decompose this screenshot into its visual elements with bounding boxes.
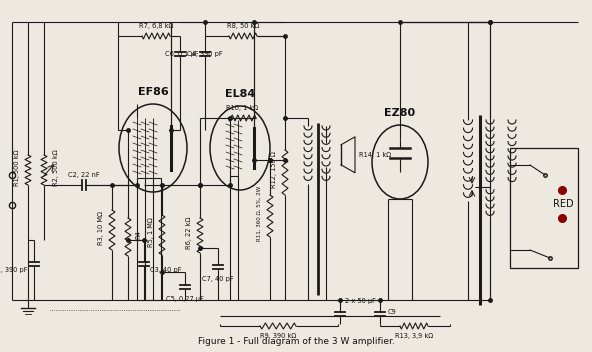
Text: C2, 22 nF: C2, 22 nF <box>68 172 100 178</box>
Text: C3, 40 pF: C3, 40 pF <box>150 267 182 273</box>
Text: R12, 150 Ω: R12, 150 Ω <box>271 152 277 188</box>
Text: EF86: EF86 <box>137 87 168 97</box>
Text: 2 x 50 μF: 2 x 50 μF <box>345 298 375 304</box>
Text: C5, 0,27 μF: C5, 0,27 μF <box>166 296 204 302</box>
Text: R3, 10 MΩ: R3, 10 MΩ <box>98 211 104 245</box>
Text: R7, 6,8 kΩ: R7, 6,8 kΩ <box>139 23 173 29</box>
Text: R5, 1 MΩ: R5, 1 MΩ <box>148 217 154 247</box>
Text: C4, 390 pF: C4, 390 pF <box>187 51 223 57</box>
Text: R11, 360 Ω, 5%, 2W: R11, 360 Ω, 5%, 2W <box>257 186 262 241</box>
Text: C1, 390 pF: C1, 390 pF <box>0 267 27 273</box>
Text: C6, 0,1 μF: C6, 0,1 μF <box>165 51 198 57</box>
Text: Figure 1 - Full diagram of the 3 W amplifier.: Figure 1 - Full diagram of the 3 W ampli… <box>198 338 394 346</box>
Text: R14, 1 kΩ: R14, 1 kΩ <box>359 152 391 158</box>
Text: EL84: EL84 <box>225 89 255 99</box>
Bar <box>510 148 578 268</box>
Text: R4: R4 <box>135 231 141 239</box>
Text: C9: C9 <box>388 309 397 315</box>
Text: R9, 390 kΩ: R9, 390 kΩ <box>260 333 296 339</box>
Text: EZ80: EZ80 <box>384 108 416 118</box>
Text: R13, 3,9 kΩ: R13, 3,9 kΩ <box>395 333 433 339</box>
Text: R8, 50 kΩ: R8, 50 kΩ <box>227 23 259 29</box>
Text: R10, 1 kΩ: R10, 1 kΩ <box>226 105 258 111</box>
Text: R6, 22 kΩ: R6, 22 kΩ <box>186 217 192 249</box>
Text: R2, 500 kΩ: R2, 500 kΩ <box>53 150 59 186</box>
Text: R1, 500 kΩ: R1, 500 kΩ <box>14 150 20 186</box>
Text: RED: RED <box>553 199 574 209</box>
Text: C7, 40 pF: C7, 40 pF <box>202 276 234 282</box>
